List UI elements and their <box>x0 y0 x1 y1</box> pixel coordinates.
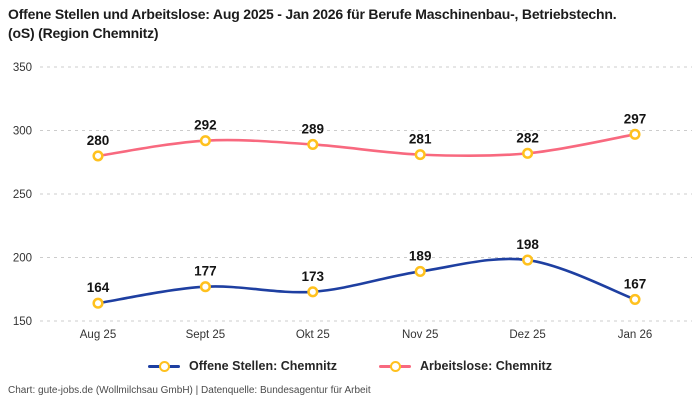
chart-title: Offene Stellen und Arbeitslose: Aug 2025… <box>8 6 617 41</box>
data-point-value-label: 198 <box>516 237 539 252</box>
data-point-marker[interactable] <box>522 147 534 159</box>
data-point-value-label: 167 <box>624 276 647 291</box>
data-point-value-label: 164 <box>87 280 110 295</box>
data-point-marker[interactable] <box>414 265 426 278</box>
y-axis-tick-label: 200 <box>13 253 32 265</box>
data-point-value-label: 177 <box>194 264 217 279</box>
legend-swatch-offene-stellen <box>148 360 181 372</box>
chart-legend: Offene Stellen: Chemnitz Arbeitslose: Ch… <box>0 359 700 373</box>
x-axis-tick-label: Okt 25 <box>296 329 330 341</box>
x-axis-tick-label: Aug 25 <box>80 329 116 341</box>
data-point-marker[interactable] <box>414 149 426 161</box>
x-axis-tick-label: Jan 26 <box>618 329 653 341</box>
legend-swatch-arbeitslose <box>378 360 411 372</box>
legend-item-offene-stellen[interactable]: Offene Stellen: Chemnitz <box>148 359 337 373</box>
data-point-value-label: 189 <box>409 248 432 263</box>
data-point-value-label: 292 <box>194 118 217 133</box>
y-axis-tick-label: 150 <box>13 316 32 328</box>
x-axis-tick-label: Dez 25 <box>509 329 545 341</box>
data-point-value-label: 280 <box>87 133 110 148</box>
data-point-marker[interactable] <box>522 254 534 266</box>
data-point-value-label: 173 <box>302 269 325 284</box>
data-point-marker[interactable] <box>307 286 319 298</box>
series-line-offene_stellen <box>96 257 637 305</box>
legend-marker-icon <box>159 361 171 372</box>
legend-label-offene-stellen: Offene Stellen: Chemnitz <box>189 359 337 373</box>
x-axis-tick-label: Nov 25 <box>402 329 438 341</box>
data-point-marker[interactable] <box>199 135 211 147</box>
data-point-marker[interactable] <box>629 293 641 305</box>
data-point-marker[interactable] <box>92 297 104 309</box>
chart-source-footer: Chart: gute-jobs.de (Wollmilchsau GmbH) … <box>8 385 371 396</box>
series-line-arbeitslose <box>96 133 637 158</box>
y-axis-tick-label: 300 <box>13 126 32 138</box>
legend-label-arbeitslose: Arbeitslose: Chemnitz <box>419 359 552 373</box>
legend-marker-icon <box>389 361 401 372</box>
data-point-marker[interactable] <box>92 150 104 162</box>
data-point-marker[interactable] <box>307 138 319 151</box>
data-point-value-label: 297 <box>624 111 647 126</box>
data-point-value-label: 282 <box>516 130 539 145</box>
x-axis-tick-label: Sept 25 <box>186 329 226 341</box>
y-axis-tick-label: 250 <box>13 189 32 201</box>
data-point-marker[interactable] <box>629 128 641 140</box>
data-point-marker[interactable] <box>199 281 211 293</box>
data-point-value-label: 289 <box>302 121 325 136</box>
y-axis-tick-label: 350 <box>13 62 32 74</box>
legend-item-arbeitslose[interactable]: Arbeitslose: Chemnitz <box>378 359 552 373</box>
data-point-value-label: 281 <box>409 132 432 147</box>
